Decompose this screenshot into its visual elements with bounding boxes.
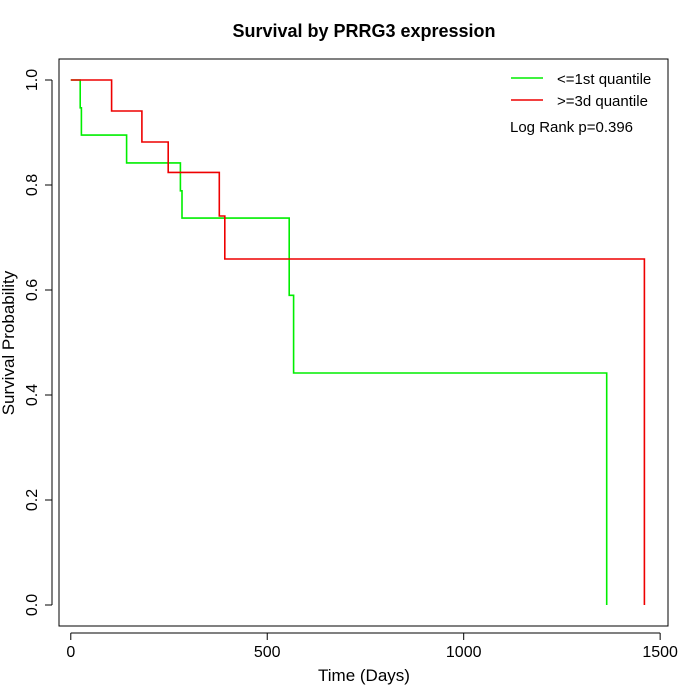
legend-label-low: <=1st quantile <box>557 71 651 88</box>
y-tick-label: 0.4 <box>24 384 41 406</box>
x-tick-label: 0 <box>66 644 75 661</box>
y-axis: 0.0 0.2 0.4 0.6 0.8 1.0 <box>24 69 53 616</box>
survival-curve-high <box>70 79 646 605</box>
chart-title: Survival by PRRG3 expression <box>232 21 495 41</box>
survival-curve-low <box>70 79 608 605</box>
legend: <=1st quantile >=3d quantile Log Rank p=… <box>510 71 651 136</box>
x-tick-label: 1000 <box>446 644 482 661</box>
y-tick-label: 0.2 <box>24 489 41 511</box>
y-tick-label: 1.0 <box>24 69 41 91</box>
y-tick-label: 0.0 <box>24 594 41 616</box>
legend-label-high: >=3d quantile <box>557 93 648 110</box>
y-tick-label: 0.6 <box>24 279 41 301</box>
y-axis-label: Survival Probability <box>0 270 18 415</box>
x-tick-label: 500 <box>254 644 281 661</box>
series-layer <box>70 79 646 605</box>
log-rank-annotation: Log Rank p=0.396 <box>510 119 633 136</box>
x-axis: 0 500 1000 1500 <box>66 632 678 661</box>
x-axis-label: Time (Days) <box>318 666 410 685</box>
x-tick-label: 1500 <box>642 644 678 661</box>
y-tick-label: 0.8 <box>24 174 41 196</box>
plot-frame <box>58 58 669 627</box>
